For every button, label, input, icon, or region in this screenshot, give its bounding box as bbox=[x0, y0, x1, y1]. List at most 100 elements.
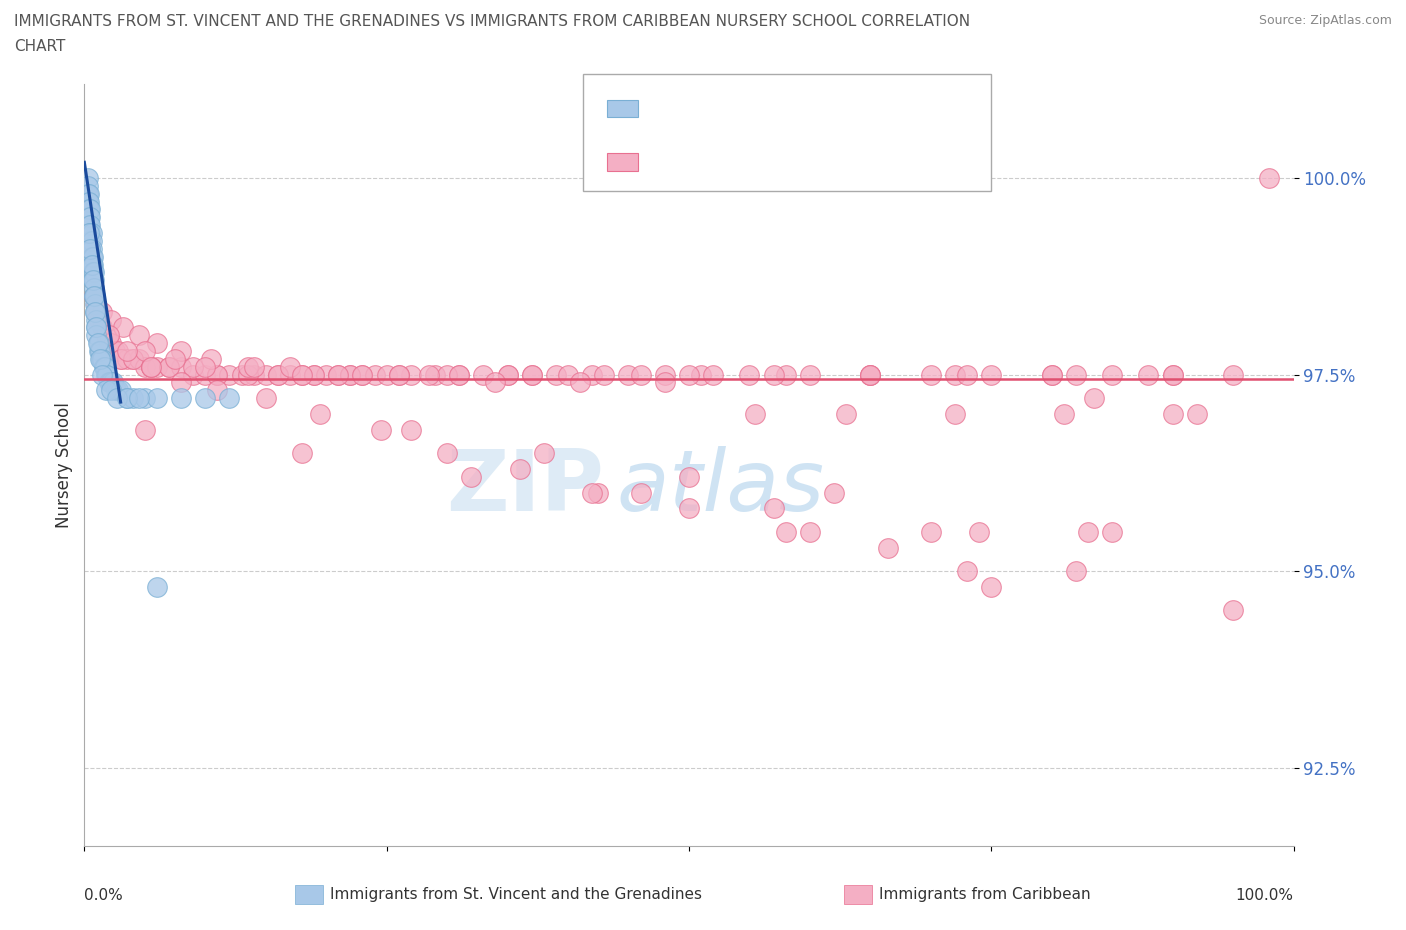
Point bbox=[449, 367, 471, 382]
Text: Source: ZipAtlas.com: Source: ZipAtlas.com bbox=[1258, 14, 1392, 27]
Point bbox=[91, 352, 114, 366]
Point bbox=[399, 367, 422, 382]
Point bbox=[87, 336, 110, 351]
Point bbox=[97, 336, 120, 351]
Point bbox=[418, 367, 440, 382]
Point bbox=[86, 328, 108, 343]
Point bbox=[80, 249, 103, 264]
Text: N =: N = bbox=[797, 99, 837, 117]
Point bbox=[89, 352, 111, 366]
Point bbox=[90, 352, 112, 366]
Text: ZIP: ZIP bbox=[447, 446, 605, 529]
Point bbox=[956, 367, 979, 382]
Point bbox=[128, 391, 150, 405]
Point bbox=[520, 367, 543, 382]
Point bbox=[436, 445, 458, 460]
Point bbox=[86, 297, 108, 312]
Point bbox=[363, 367, 385, 382]
Point bbox=[181, 359, 204, 374]
Point bbox=[94, 367, 117, 382]
Point bbox=[581, 367, 603, 382]
Point bbox=[1077, 525, 1099, 539]
Point bbox=[254, 367, 277, 382]
Point bbox=[738, 367, 761, 382]
Point bbox=[1222, 603, 1244, 618]
Point bbox=[82, 272, 104, 287]
Point bbox=[100, 375, 122, 390]
Point bbox=[128, 328, 150, 343]
Point bbox=[236, 359, 259, 374]
Point bbox=[146, 336, 169, 351]
Point bbox=[83, 288, 105, 303]
Point bbox=[200, 352, 222, 366]
Point bbox=[134, 422, 156, 437]
Point bbox=[375, 367, 398, 382]
Text: CHART: CHART bbox=[14, 39, 66, 54]
Point bbox=[302, 367, 325, 382]
Point bbox=[449, 367, 471, 382]
Point bbox=[207, 367, 229, 382]
Point bbox=[920, 367, 942, 382]
Point bbox=[799, 367, 821, 382]
Point bbox=[97, 375, 120, 390]
Point bbox=[1222, 367, 1244, 382]
Point bbox=[89, 343, 111, 358]
Point bbox=[630, 367, 652, 382]
Point bbox=[943, 367, 966, 382]
Point bbox=[84, 304, 107, 319]
Point bbox=[1161, 406, 1184, 421]
Point bbox=[82, 257, 104, 272]
Point bbox=[231, 367, 253, 382]
Point bbox=[278, 359, 301, 374]
Point bbox=[157, 359, 180, 374]
Point bbox=[170, 375, 193, 390]
Point bbox=[267, 367, 290, 382]
Point bbox=[79, 202, 101, 217]
Point bbox=[859, 367, 882, 382]
Point bbox=[80, 257, 103, 272]
Point bbox=[1040, 367, 1063, 382]
Point bbox=[181, 367, 204, 382]
Point bbox=[83, 272, 105, 287]
Point bbox=[472, 367, 495, 382]
Point bbox=[77, 186, 100, 201]
Point bbox=[291, 367, 314, 382]
Point bbox=[823, 485, 845, 500]
Text: IMMIGRANTS FROM ST. VINCENT AND THE GRENADINES VS IMMIGRANTS FROM CARIBBEAN NURS: IMMIGRANTS FROM ST. VINCENT AND THE GREN… bbox=[14, 14, 970, 29]
Point bbox=[775, 367, 797, 382]
Point bbox=[170, 391, 193, 405]
Point bbox=[569, 375, 592, 390]
Point bbox=[110, 352, 132, 366]
Point bbox=[134, 359, 156, 374]
Point bbox=[107, 343, 129, 358]
Point bbox=[194, 391, 217, 405]
Point bbox=[956, 564, 979, 578]
Point bbox=[859, 367, 882, 382]
Point bbox=[139, 359, 162, 374]
Text: 100.0%: 100.0% bbox=[1236, 888, 1294, 903]
Point bbox=[82, 249, 104, 264]
Point bbox=[762, 500, 785, 515]
Point bbox=[77, 218, 100, 232]
Point bbox=[484, 375, 506, 390]
Point bbox=[1258, 170, 1281, 185]
Point bbox=[80, 226, 103, 241]
Point bbox=[328, 367, 350, 382]
Point bbox=[588, 485, 610, 500]
Point bbox=[96, 367, 118, 382]
Point bbox=[93, 359, 115, 374]
Point bbox=[77, 210, 100, 225]
Point bbox=[630, 485, 652, 500]
Point bbox=[328, 367, 350, 382]
Point bbox=[194, 359, 217, 374]
Text: 149: 149 bbox=[858, 153, 896, 170]
Point bbox=[83, 288, 105, 303]
Point bbox=[423, 367, 446, 382]
Point bbox=[194, 367, 217, 382]
Point bbox=[207, 383, 229, 398]
Point bbox=[744, 406, 766, 421]
Point bbox=[82, 265, 104, 280]
Point bbox=[291, 367, 314, 382]
Text: Immigrants from St. Vincent and the Grenadines: Immigrants from St. Vincent and the Gren… bbox=[330, 887, 703, 902]
Point bbox=[291, 445, 314, 460]
